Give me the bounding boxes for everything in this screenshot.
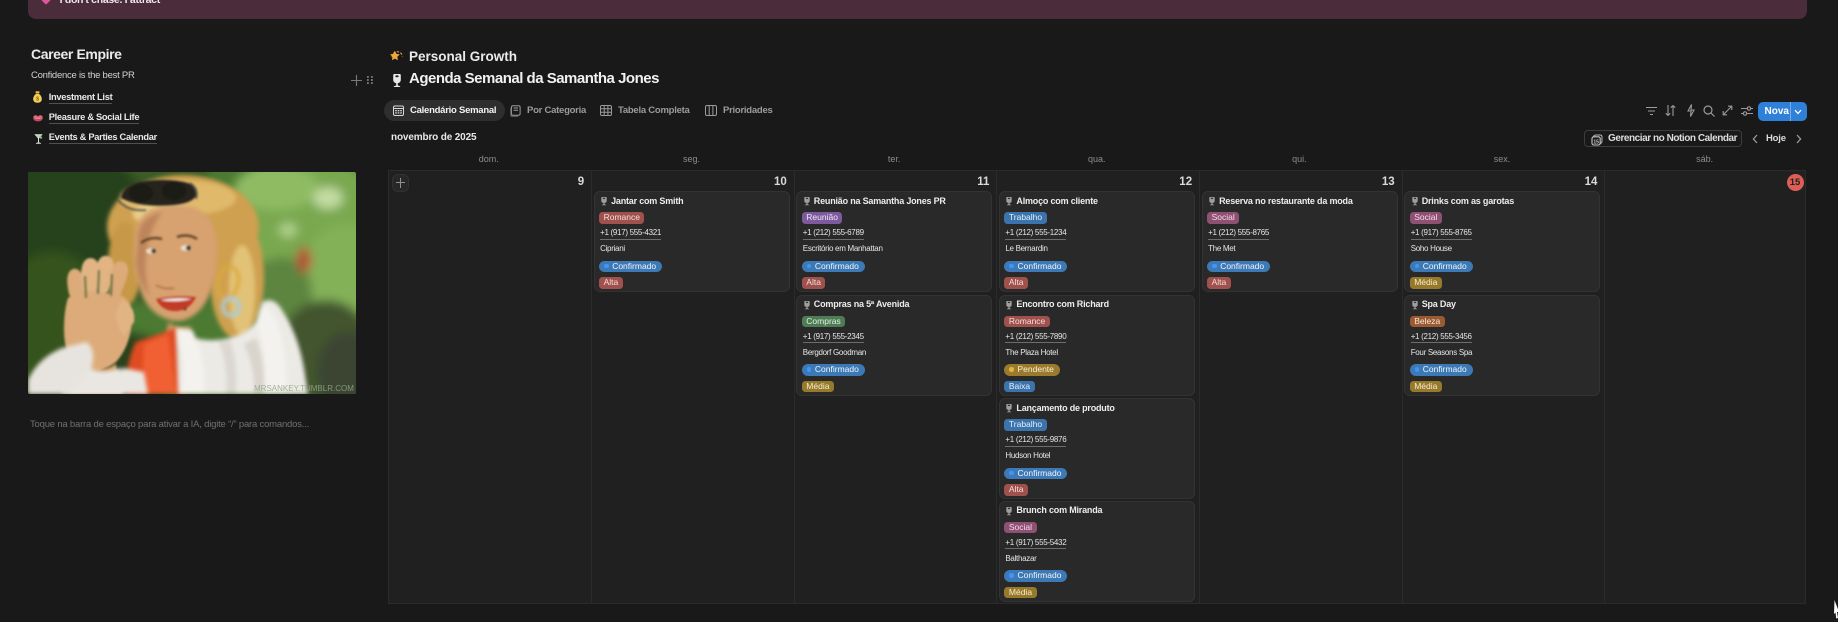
svg-text:MRSANKEY.TUMBLR.COM: MRSANKEY.TUMBLR.COM: [254, 384, 354, 393]
svg-text:15: 15: [1593, 139, 1599, 145]
svg-text:$: $: [36, 96, 39, 102]
